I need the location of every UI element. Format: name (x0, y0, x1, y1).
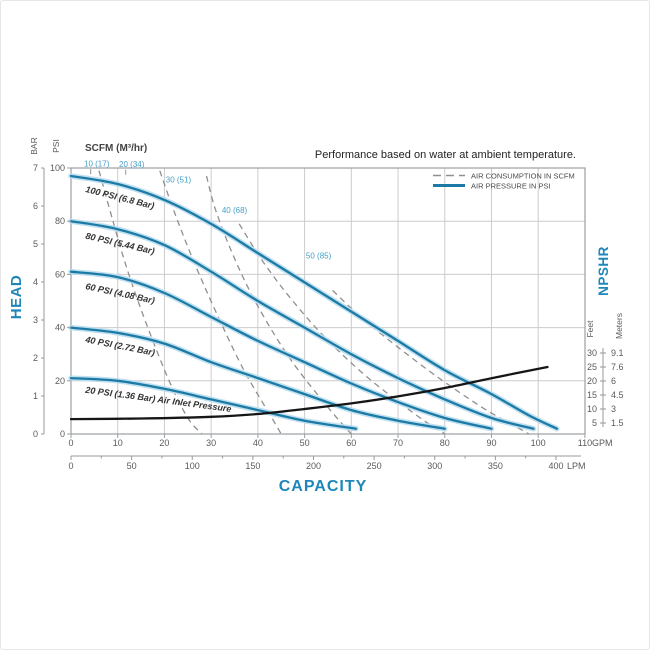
npshr-axis-title: NPSHR (596, 246, 611, 296)
psi-tick-label: 60 (55, 269, 65, 279)
head-axis-title: HEAD (8, 275, 25, 320)
lpm-tick-label: 100 (185, 461, 200, 471)
gpm-tick-label: 60 (346, 438, 356, 448)
pressure-curve-label-100psi: 100 PSI (6.8 Bar) (85, 184, 156, 211)
gpm-tick-label: 40 (253, 438, 263, 448)
pressure-curve-80psi (69, 220, 535, 430)
air-pressure-curves (68, 173, 560, 432)
air-consumption-curve-40scfm (238, 223, 446, 435)
air-consumption-curve-20scfm (159, 170, 282, 435)
scfm-curve-label-40: 40 (68) (222, 206, 248, 215)
psi-tick-label: 40 (55, 323, 65, 333)
lpm-tick-label: 0 (68, 461, 73, 471)
psi-scale-header: PSI (51, 139, 61, 153)
lpm-tick-label: 300 (427, 461, 442, 471)
chart-title: Performance based on water at ambient te… (315, 149, 576, 161)
npshr-feet-label: 10 (587, 404, 597, 414)
psi-tick-label: 100 (50, 163, 65, 173)
pressure-curve-60psi (69, 270, 493, 430)
npshr-curve-line (69, 365, 549, 421)
pressure-curve-40psi (69, 326, 446, 430)
psi-tick-label: 80 (55, 216, 65, 226)
gpm-tick-label: 100 (531, 438, 546, 448)
bar-scale-header: BAR (29, 137, 39, 154)
bar-tick-label: 5 (33, 239, 38, 249)
npshr-feet-label: 25 (587, 362, 597, 372)
curve-labels: 100 PSI (6.8 Bar)80 PSI (5.44 Bar)60 PSI… (84, 160, 332, 414)
plot-frame (70, 167, 586, 435)
meters-scale-header: Meters (614, 313, 624, 339)
gpm-tick-label: 80 (440, 438, 450, 448)
lpm-tick-label: 200 (306, 461, 321, 471)
npshr-meters-label: 4.5 (611, 390, 624, 400)
bar-tick-label: 4 (33, 277, 38, 287)
scfm-curve-label-20: 20 (34) (119, 160, 145, 169)
gpm-unit-suffix: GPM (592, 438, 613, 448)
bar-tick-label: 7 (33, 163, 38, 173)
npshr-feet-label: 5 (592, 418, 597, 428)
feet-scale-header: Feet (585, 320, 595, 338)
scfm-axis-header: SCFM (M³/hr) (85, 143, 147, 154)
lpm-tick-label: 50 (127, 461, 137, 471)
scfm-curve-label-50: 50 (85) (306, 251, 332, 260)
psi-tick-label: 20 (55, 376, 65, 386)
lpm-tick-label: 350 (488, 461, 503, 471)
bar-tick-label: 0 (33, 429, 38, 439)
pressure-curve-20psi (69, 376, 358, 430)
scfm-curve-label-30: 30 (51) (166, 176, 192, 185)
gpm-tick-label: 110 (578, 438, 592, 448)
npshr-feet-label: 20 (587, 376, 597, 386)
plot-border (70, 167, 586, 435)
bar-tick-label: 2 (33, 353, 38, 363)
npshr-feet-label: 15 (587, 390, 597, 400)
npshr-curve (69, 365, 549, 421)
pressure-curve-100psi (69, 174, 559, 430)
capacity-axis-title: CAPACITY (279, 478, 368, 495)
lpm-tick-label: 150 (245, 461, 260, 471)
bar-tick-label: 3 (33, 315, 38, 325)
gpm-tick-label: 70 (393, 438, 403, 448)
gpm-tick-label: 30 (206, 438, 216, 448)
gpm-tick-label: 90 (486, 438, 496, 448)
lpm-tick-label: 250 (367, 461, 382, 471)
chart-gridlines (71, 168, 585, 434)
lpm-tick-label: 400 (548, 461, 563, 471)
psi-tick-label: 0 (60, 429, 65, 439)
npshr-feet-label: 30 (587, 348, 597, 358)
gpm-tick-label: 20 (159, 438, 169, 448)
gpm-tick-label: 50 (300, 438, 310, 448)
npshr-meters-label: 9.1 (611, 348, 624, 358)
npshr-meters-label: 3 (611, 404, 616, 414)
bar-tick-label: 1 (33, 391, 38, 401)
npshr-meters-label: 6 (611, 376, 616, 386)
legend-air-pressure-label: AIR PRESSURE IN PSI (471, 182, 551, 191)
lpm-unit-suffix: LPM (567, 461, 586, 471)
legend-air-consumption-label: AIR CONSUMPTION IN SCFM (471, 172, 575, 181)
gpm-tick-label: 0 (68, 438, 73, 448)
npshr-meters-label: 7.6 (611, 362, 624, 372)
gpm-tick-label: 10 (113, 438, 123, 448)
bar-tick-label: 6 (33, 201, 38, 211)
npshr-meters-label: 1.5 (611, 418, 624, 428)
scfm-curve-label-10: 10 (17) (84, 160, 110, 169)
